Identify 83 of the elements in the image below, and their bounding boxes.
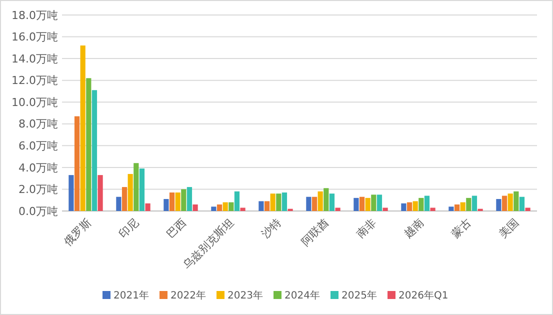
bar	[401, 203, 406, 211]
y-tick-label: 4.0万吨	[18, 161, 58, 174]
bar	[514, 191, 519, 211]
bar	[306, 196, 312, 211]
bar	[169, 192, 175, 211]
legend-label: 2025年	[342, 290, 377, 302]
y-tick-label: 18.0万吨	[12, 8, 58, 22]
bar	[175, 192, 180, 211]
y-tick-label: 12.0万吨	[12, 74, 58, 88]
bar	[139, 168, 145, 211]
bar	[496, 199, 502, 211]
bar	[472, 196, 478, 211]
x-tick-label: 越南	[402, 216, 426, 241]
bar	[216, 204, 222, 211]
legend-label: 2026年Q1	[398, 290, 448, 302]
bar	[234, 191, 240, 211]
bar	[68, 175, 74, 211]
bar	[270, 194, 276, 211]
bar	[264, 201, 270, 211]
y-tick-label: 8.0万吨	[18, 118, 58, 131]
y-tick-label: 10.0万吨	[12, 96, 58, 109]
y-tick-label: 0.0万吨	[18, 204, 58, 218]
legend-label: 2022年	[170, 290, 206, 302]
bar	[122, 187, 128, 211]
x-tick-label: 阿联酋	[298, 216, 332, 248]
x-tick-label: 南非	[354, 216, 379, 241]
x-tick-label: 美国	[496, 216, 522, 241]
bar	[228, 202, 234, 211]
y-tick-label: 6.0万吨	[18, 140, 58, 153]
x-tick-label: 巴西	[164, 216, 189, 241]
y-tick-label: 2.0万吨	[18, 183, 58, 196]
bar	[164, 199, 169, 211]
bar	[382, 208, 388, 211]
bar	[92, 90, 98, 211]
bar	[222, 202, 228, 211]
bar	[282, 192, 288, 211]
bar	[240, 208, 246, 211]
bar	[186, 187, 192, 211]
bar	[406, 202, 412, 211]
bar	[276, 194, 282, 211]
legend-label: 2021年	[114, 290, 149, 302]
bar	[508, 194, 513, 211]
x-tick-label: 印尼	[116, 216, 142, 241]
bar	[258, 201, 264, 211]
bar	[134, 163, 139, 211]
bar	[460, 202, 466, 211]
bar	[80, 45, 86, 211]
bar	[86, 78, 92, 211]
bar	[74, 116, 80, 211]
bar	[412, 201, 418, 211]
bar	[359, 196, 365, 211]
bar	[324, 188, 329, 211]
bar	[454, 204, 460, 211]
bar	[354, 198, 359, 211]
bar	[128, 174, 133, 211]
bar	[466, 198, 472, 211]
bar	[211, 206, 216, 211]
bar	[98, 175, 103, 211]
bar	[525, 208, 530, 211]
legend-label: 2023年	[228, 290, 263, 302]
x-tick-label: 俄罗斯	[61, 216, 94, 248]
x-tick-label: 蒙古	[449, 216, 474, 241]
y-tick-label: 16.0万吨	[12, 30, 58, 44]
bar	[145, 203, 150, 211]
bar	[376, 194, 382, 211]
y-tick-label: 14.0万吨	[12, 52, 58, 66]
bar	[181, 189, 186, 211]
bar	[519, 196, 525, 211]
bar	[335, 208, 340, 211]
bar	[116, 196, 122, 211]
legend-label: 2024年	[284, 290, 320, 302]
bar	[448, 206, 454, 211]
bar	[502, 196, 508, 211]
bar	[365, 198, 370, 211]
bar	[329, 194, 335, 211]
bar	[418, 198, 424, 211]
bar	[312, 196, 318, 211]
bar	[430, 208, 436, 211]
bar	[192, 204, 198, 211]
bar	[318, 191, 323, 211]
bar	[424, 196, 430, 211]
bar	[371, 194, 376, 211]
x-tick-label: 沙特	[259, 216, 284, 241]
